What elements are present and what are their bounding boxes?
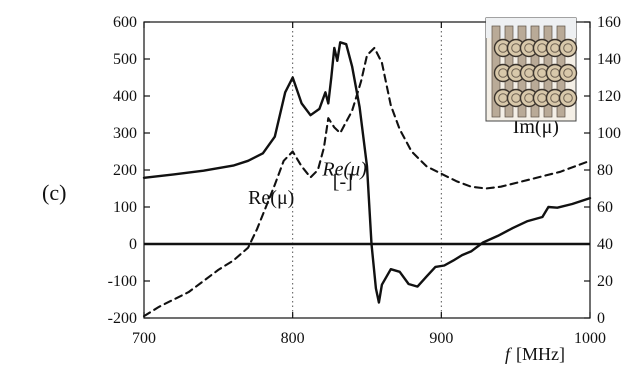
x-tick-label: 900	[429, 330, 453, 347]
x-axis-symbol: f	[505, 344, 513, 364]
y-tick-label-left: -100	[108, 273, 137, 290]
panel-label: (c)	[42, 180, 66, 205]
y-tick-label-left: 500	[113, 51, 137, 68]
x-tick-label: 700	[132, 330, 156, 347]
y-tick-label-right: 160	[597, 14, 621, 31]
y-tick-label-right: 140	[597, 51, 621, 68]
y-tick-label-right: 20	[597, 273, 613, 290]
y-tick-label-left: 200	[113, 162, 137, 179]
y-tick-label-left: 400	[113, 88, 137, 105]
annotations: Re(μ)[-]Re(μ)Im(μ)	[248, 116, 559, 209]
y-tick-label-right: 80	[597, 162, 613, 179]
re-mu-label: Re(μ)	[248, 187, 294, 209]
y-tick-label-right: 60	[597, 199, 613, 216]
metamaterial-lattice-image	[486, 18, 577, 121]
y-tick-label-left: 100	[113, 199, 137, 216]
inset-ring	[560, 65, 577, 82]
y-tick-label-left: 600	[113, 14, 137, 31]
x-tick-label: 800	[281, 330, 305, 347]
y-tick-label-right: 120	[597, 88, 621, 105]
y-tick-label-left: -200	[108, 310, 137, 327]
y-tick-label-right: 0	[597, 310, 605, 327]
inset-ring	[560, 40, 577, 57]
y-tick-label-right: 40	[597, 236, 613, 253]
x-tick-label: 1000	[574, 330, 606, 347]
y-tick-label-right: 100	[597, 125, 621, 142]
y-tick-label-left: 300	[113, 125, 137, 142]
y-tick-label-left: 0	[129, 236, 137, 253]
x-axis-label: [MHz]	[516, 344, 565, 364]
inset-ring	[560, 90, 577, 107]
y-axis-units: [-]	[333, 171, 353, 193]
